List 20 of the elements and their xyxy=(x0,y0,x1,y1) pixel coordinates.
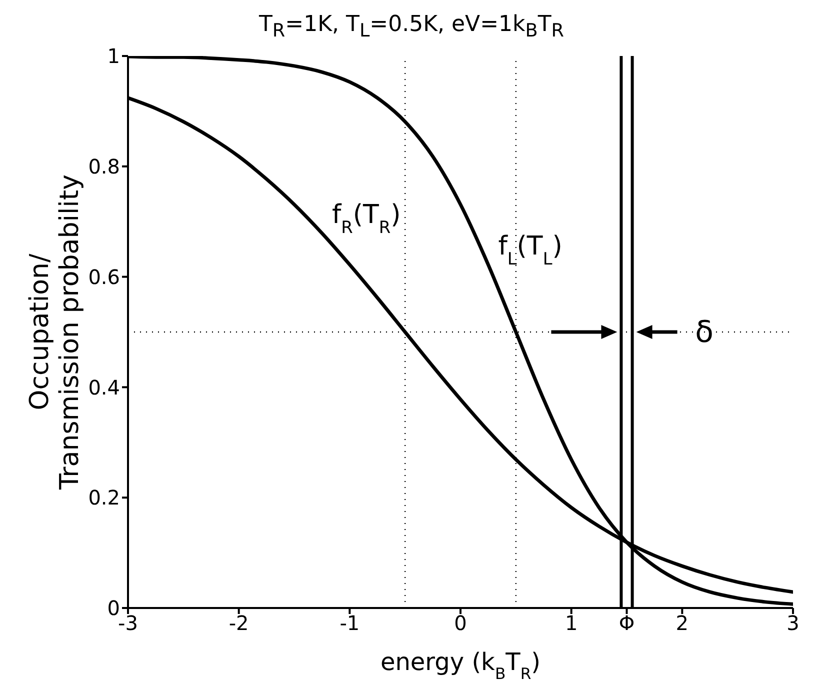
y-tick-label: 0.4 xyxy=(88,375,120,400)
x-tick-label: Φ xyxy=(618,611,635,636)
chart-title: T$_{R}$=1K, T$_{L}$=0.5K, eV=1k$_{B}$T$_{R}$ xyxy=(258,11,566,42)
x-tick-label: -2 xyxy=(228,611,249,636)
series-label: f$_{L}$(T$_{L}$) xyxy=(498,232,562,269)
x-tick-label: 1 xyxy=(564,611,578,636)
y-axis-title: Occupation/ Transmission probability xyxy=(25,174,85,490)
series-label: f$_{R}$(T$_{R}$) xyxy=(332,200,401,238)
y-tick-label: 0.6 xyxy=(88,264,120,289)
x-tick-label: -3 xyxy=(118,611,138,636)
x-tick-label: -1 xyxy=(340,611,360,636)
y-tick-label: 1 xyxy=(107,44,120,68)
x-tick-label: 2 xyxy=(676,611,689,636)
y-tick-label: 0.2 xyxy=(88,486,120,510)
y-tick-label: 0.8 xyxy=(88,154,120,178)
x-tick-label: 0 xyxy=(454,611,467,636)
annotation: δ xyxy=(695,315,714,350)
y-tick-label: 0 xyxy=(107,596,120,620)
x-axis-title: energy (k$_{B}$T$_{R}$) xyxy=(380,648,541,683)
x-tick-label: 3 xyxy=(786,611,800,636)
